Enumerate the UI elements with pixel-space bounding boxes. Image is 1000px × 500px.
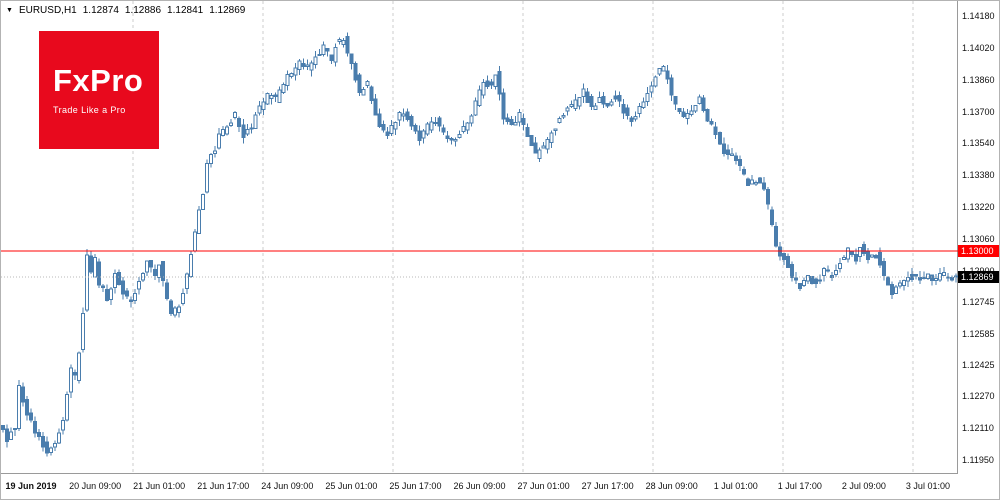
price-chart[interactable]: ▼ EURUSD,H1 1.12874 1.12886 1.12841 1.12… bbox=[1, 1, 958, 474]
time-tick-label: 3 Jul 01:00 bbox=[905, 481, 950, 491]
time-tick-label: 2 Jul 09:00 bbox=[841, 481, 886, 491]
price-tick-label: 1.14020 bbox=[962, 42, 995, 53]
time-tick-label: 20 Jun 09:00 bbox=[69, 481, 122, 491]
price-tick-label: 1.12900 bbox=[962, 266, 995, 276]
price-tick-label: 1.13700 bbox=[962, 106, 995, 117]
quote-low: 1.12841 bbox=[167, 5, 204, 16]
price-tick-label: 1.12425 bbox=[962, 360, 995, 371]
price-tick-label: 1.12270 bbox=[962, 391, 995, 402]
price-axis[interactable]: 1.13000 1.12869 1.14180 1.14020 1.13860 1.1… bbox=[958, 1, 999, 474]
time-tick-label: 27 Jun 17:00 bbox=[581, 481, 634, 491]
candlestick-chart[interactable] bbox=[1, 1, 958, 474]
time-tick-label: 1 Jul 01:00 bbox=[713, 481, 758, 491]
time-axis[interactable]: 19 Jun 2019 20 Jun 09:00 21 Jun 01:00 21 Ju… bbox=[1, 475, 958, 499]
dropdown-icon[interactable]: ▼ bbox=[6, 7, 13, 14]
price-tick-label: 1.14180 bbox=[962, 10, 995, 21]
quote-bar: ▼ EURUSD,H1 1.12874 1.12886 1.12841 1.12… bbox=[6, 5, 245, 16]
time-tick-label: 25 Jun 01:00 bbox=[325, 481, 378, 491]
price-tick-label: 1.13220 bbox=[962, 202, 995, 213]
grid-layer bbox=[132, 1, 914, 474]
time-tick-label: 25 Jun 17:00 bbox=[389, 481, 442, 491]
fxpro-logo: FxPro Trade Like a Pro bbox=[39, 31, 159, 149]
price-tick-label: 1.13380 bbox=[962, 170, 995, 181]
candles-layer bbox=[1, 32, 958, 457]
time-tick-label: 24 Jun 09:00 bbox=[261, 481, 314, 491]
time-tick-label: 21 Jun 17:00 bbox=[197, 481, 250, 491]
time-tick-label: 1 Jul 17:00 bbox=[777, 481, 822, 491]
quote-open: 1.12874 bbox=[82, 5, 119, 16]
quote-high: 1.12886 bbox=[124, 5, 162, 16]
price-tick-label: 1.13540 bbox=[962, 138, 995, 149]
price-tick-label: 1.12110 bbox=[962, 423, 994, 434]
time-tick-label: 28 Jun 09:00 bbox=[645, 481, 698, 491]
hline-price-badge: 1.13000 bbox=[958, 244, 999, 257]
time-tick-label: 21 Jun 01:00 bbox=[133, 481, 186, 491]
fxpro-logo-text: FxPro bbox=[53, 63, 144, 98]
current-price-badge: 1.12869 bbox=[958, 271, 999, 284]
time-tick-label: 27 Jun 01:00 bbox=[517, 481, 570, 491]
price-tick-label: 1.12585 bbox=[962, 328, 995, 339]
quote-close: 1.12869 bbox=[209, 5, 246, 16]
price-tick-label: 1.12745 bbox=[962, 296, 995, 307]
price-tick-label: 1.13060 bbox=[962, 233, 995, 244]
price-tick-label: 1.11950 bbox=[962, 455, 994, 466]
price-tick-label: 1.13860 bbox=[962, 74, 995, 85]
symbol-timeframe: EURUSD,H1 bbox=[18, 5, 77, 16]
fxpro-logo-tagline: Trade Like a Pro bbox=[53, 105, 126, 115]
time-tick-label: 26 Jun 09:00 bbox=[453, 481, 506, 491]
time-tick-label: 19 Jun 2019 bbox=[5, 481, 57, 491]
